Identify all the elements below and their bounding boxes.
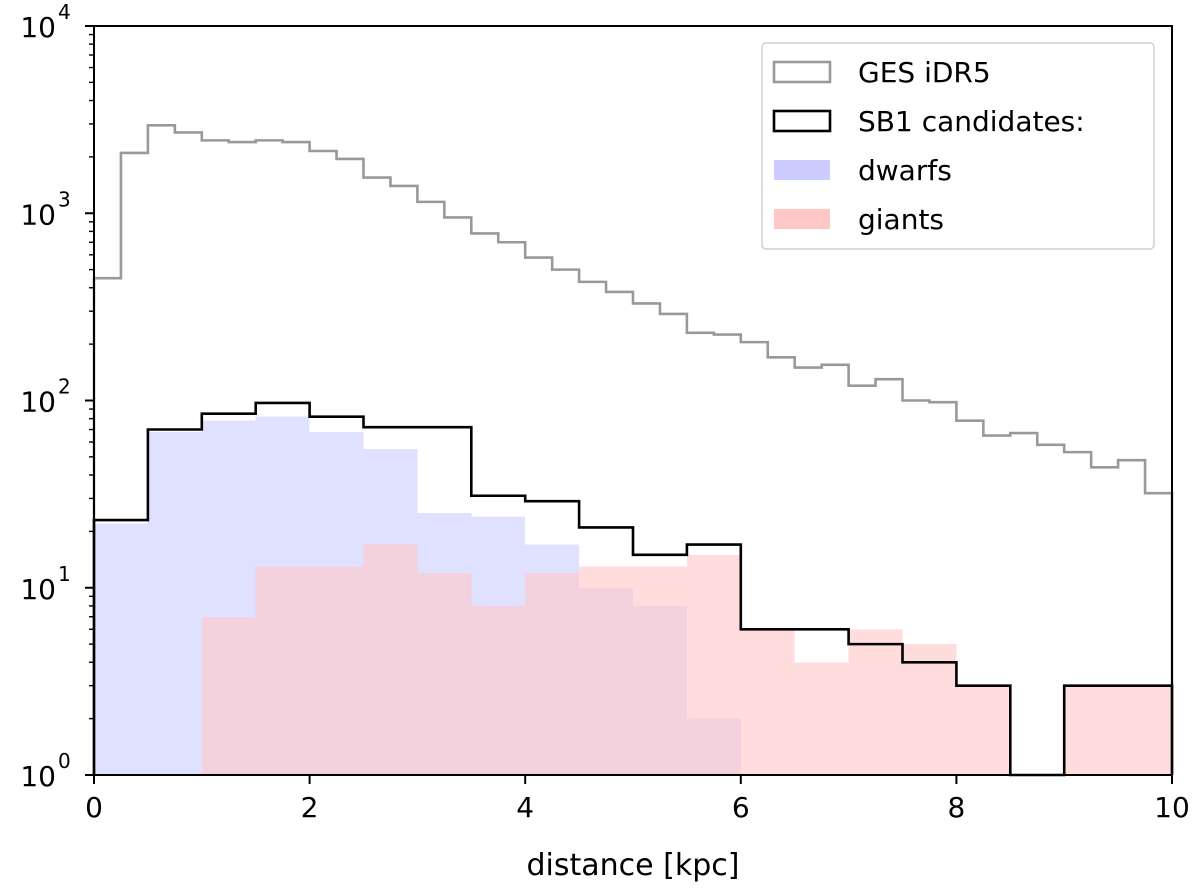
step-lines bbox=[92, 123, 1174, 777]
bar-giants bbox=[363, 544, 418, 775]
bar-giants bbox=[417, 572, 472, 775]
bar-giants bbox=[201, 616, 256, 775]
y-tick-label-base: 10 bbox=[20, 11, 56, 44]
bar-giants bbox=[471, 605, 526, 775]
bar-giants bbox=[794, 662, 849, 775]
bar-giants bbox=[633, 566, 687, 775]
bar-giants bbox=[902, 644, 957, 775]
y-tick-label: 10 0 bbox=[20, 749, 70, 793]
bar-giants bbox=[525, 572, 580, 775]
bar-giants bbox=[309, 566, 364, 775]
legend-swatch-sb1-candidates bbox=[772, 109, 832, 133]
step-ges-idr5 bbox=[92, 123, 1174, 775]
step-sb1-candidates bbox=[92, 401, 1174, 777]
legend-swatch-dwarfs bbox=[774, 160, 830, 180]
bar-giants bbox=[579, 566, 633, 775]
y-tick-label-exponent: 2 bbox=[58, 375, 71, 399]
bar-giants bbox=[848, 629, 903, 775]
x-axis-label: distance [kpc] bbox=[527, 848, 740, 883]
filled-bars bbox=[94, 416, 1172, 775]
x-tick-label: 10 bbox=[1154, 791, 1190, 824]
bar-giants bbox=[1118, 685, 1172, 775]
legend-swatch-giants bbox=[774, 209, 830, 229]
bar-dwarfs bbox=[94, 523, 148, 775]
legend-label-dwarfs: dwarfs bbox=[858, 154, 952, 187]
x-tick-label: 6 bbox=[732, 791, 750, 824]
legend-box bbox=[761, 42, 1155, 250]
x-tick-label: 0 bbox=[85, 791, 103, 824]
y-tick-label-base: 10 bbox=[20, 198, 56, 231]
legend-swatch-ges-idr5 bbox=[772, 60, 832, 84]
y-tick-label-base: 10 bbox=[20, 386, 56, 419]
y-tick-label: 10 4 bbox=[20, 0, 70, 44]
legend-label-giants: giants bbox=[858, 203, 944, 236]
bar-giants bbox=[740, 629, 795, 775]
legend: GES iDR5 SB1 candidates: dwarfs giants bbox=[761, 42, 1155, 250]
bar-giants bbox=[1064, 685, 1119, 775]
bar-dwarfs bbox=[147, 431, 202, 775]
y-tick-label-exponent: 0 bbox=[58, 749, 71, 773]
y-tick-label-exponent: 4 bbox=[58, 0, 71, 24]
x-tick-label: 4 bbox=[516, 791, 534, 824]
y-tick-label: 10 1 bbox=[20, 562, 70, 606]
y-tick-label: 10 3 bbox=[20, 187, 70, 231]
legend-label-sb1-candidates: SB1 candidates: bbox=[858, 105, 1085, 138]
legend-label-ges-idr5: GES iDR5 bbox=[858, 56, 991, 89]
bar-giants bbox=[255, 566, 310, 775]
y-tick-label: 10 2 bbox=[20, 375, 70, 419]
y-tick-label-base: 10 bbox=[20, 760, 56, 793]
y-tick-label-base: 10 bbox=[20, 573, 56, 606]
bar-giants bbox=[686, 554, 741, 775]
y-tick-label-exponent: 3 bbox=[58, 187, 71, 211]
axes-frame bbox=[85, 25, 1173, 784]
x-tick-label: 8 bbox=[947, 791, 965, 824]
bar-giants bbox=[956, 685, 1011, 775]
x-tick-label: 2 bbox=[301, 791, 319, 824]
y-tick-label-exponent: 1 bbox=[58, 562, 71, 586]
